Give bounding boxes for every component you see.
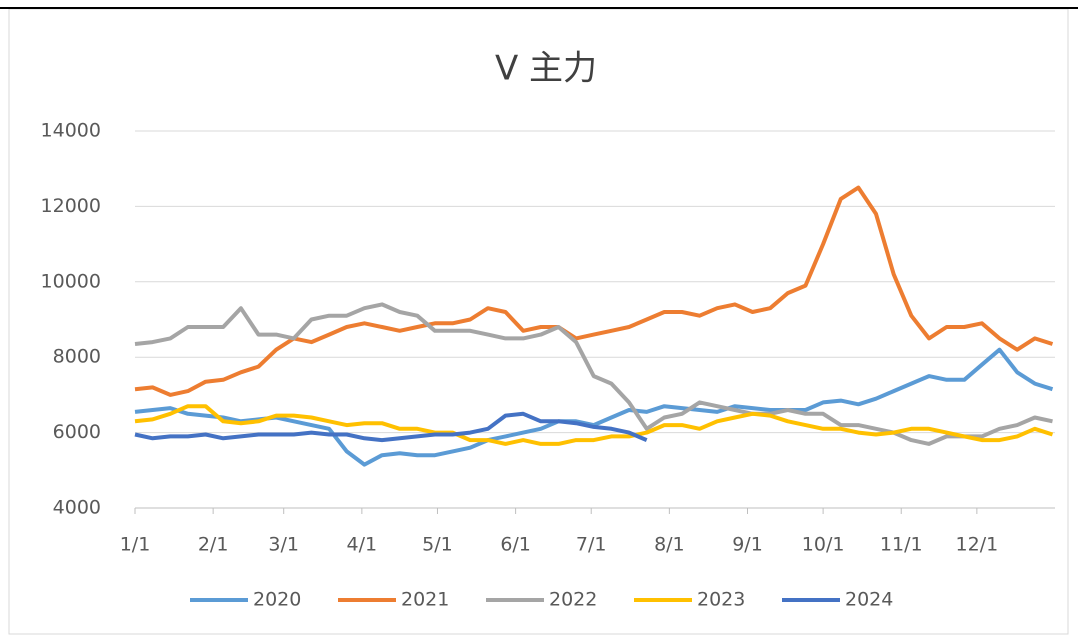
x-tick-label: 10/1: [802, 534, 845, 556]
x-tick-label: 9/1: [732, 534, 763, 556]
x-tick-label: 5/1: [422, 534, 453, 556]
y-tick-label: 8000: [53, 346, 101, 368]
x-tick-label: 2/1: [198, 534, 229, 556]
legend-label: 2021: [401, 589, 449, 611]
legend-label: 2022: [549, 589, 597, 611]
x-tick-label: 8/1: [654, 534, 685, 556]
legend-label: 2020: [253, 589, 301, 611]
x-tick-label: 1/1: [120, 534, 151, 556]
y-tick-label: 12000: [41, 195, 101, 217]
x-tick-label: 12/1: [956, 534, 999, 556]
x-tick-label: 7/1: [576, 534, 607, 556]
legend-label: 2023: [697, 589, 745, 611]
x-tick-label: 3/1: [268, 534, 299, 556]
x-tick-label: 6/1: [500, 534, 531, 556]
series-line: [134, 185, 1054, 397]
x-tick-label: 4/1: [347, 534, 378, 556]
x-tick-label: 11/1: [880, 534, 923, 556]
series-line: [134, 411, 648, 443]
y-tick-label: 10000: [41, 270, 101, 292]
chart-frame: [8, 8, 1069, 635]
y-tick-label: 4000: [53, 497, 101, 519]
chart-title: V 主力: [495, 49, 597, 89]
y-tick-label: 6000: [53, 421, 101, 443]
series-line: [134, 404, 1054, 446]
y-tick-label: 14000: [41, 120, 101, 142]
legend-label: 2024: [845, 589, 893, 611]
series-line: [134, 302, 1053, 446]
